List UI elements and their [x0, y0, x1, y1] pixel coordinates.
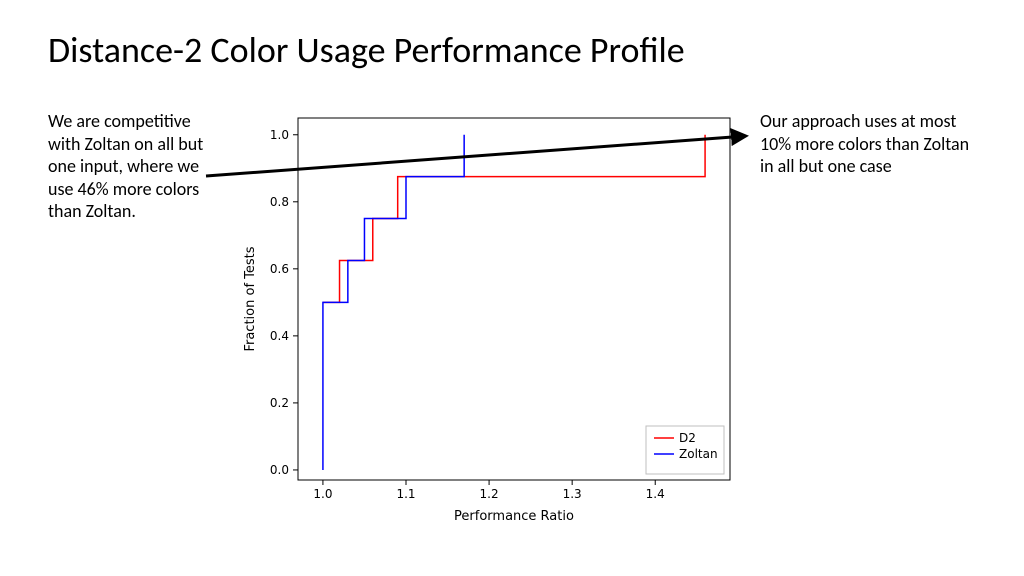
svg-text:0.4: 0.4 [270, 329, 289, 343]
right-caption: Our approach uses at most 10% more color… [760, 110, 970, 178]
svg-text:1.0: 1.0 [313, 487, 332, 501]
svg-text:1.2: 1.2 [480, 487, 499, 501]
svg-text:Performance Ratio: Performance Ratio [454, 509, 574, 524]
svg-text:0.0: 0.0 [270, 463, 289, 477]
svg-text:1.1: 1.1 [396, 487, 415, 501]
svg-text:1.3: 1.3 [563, 487, 582, 501]
svg-text:D2: D2 [679, 431, 696, 445]
svg-text:0.8: 0.8 [270, 195, 289, 209]
svg-text:0.2: 0.2 [270, 396, 289, 410]
svg-text:1.0: 1.0 [270, 128, 289, 142]
svg-text:0.6: 0.6 [270, 262, 289, 276]
svg-text:Fraction of Tests: Fraction of Tests [243, 246, 258, 351]
slide-title: Distance-2 Color Usage Performance Profi… [48, 28, 685, 72]
performance-chart: 0.0 0.2 0.4 0.6 0.8 1.0 1.0 1.1 1.2 1.3 1.4 Perform… [230, 100, 750, 540]
left-caption: We are competitive with Zoltan on all bu… [48, 110, 223, 223]
svg-text:1.4: 1.4 [646, 487, 665, 501]
svg-text:Zoltan: Zoltan [679, 447, 718, 461]
